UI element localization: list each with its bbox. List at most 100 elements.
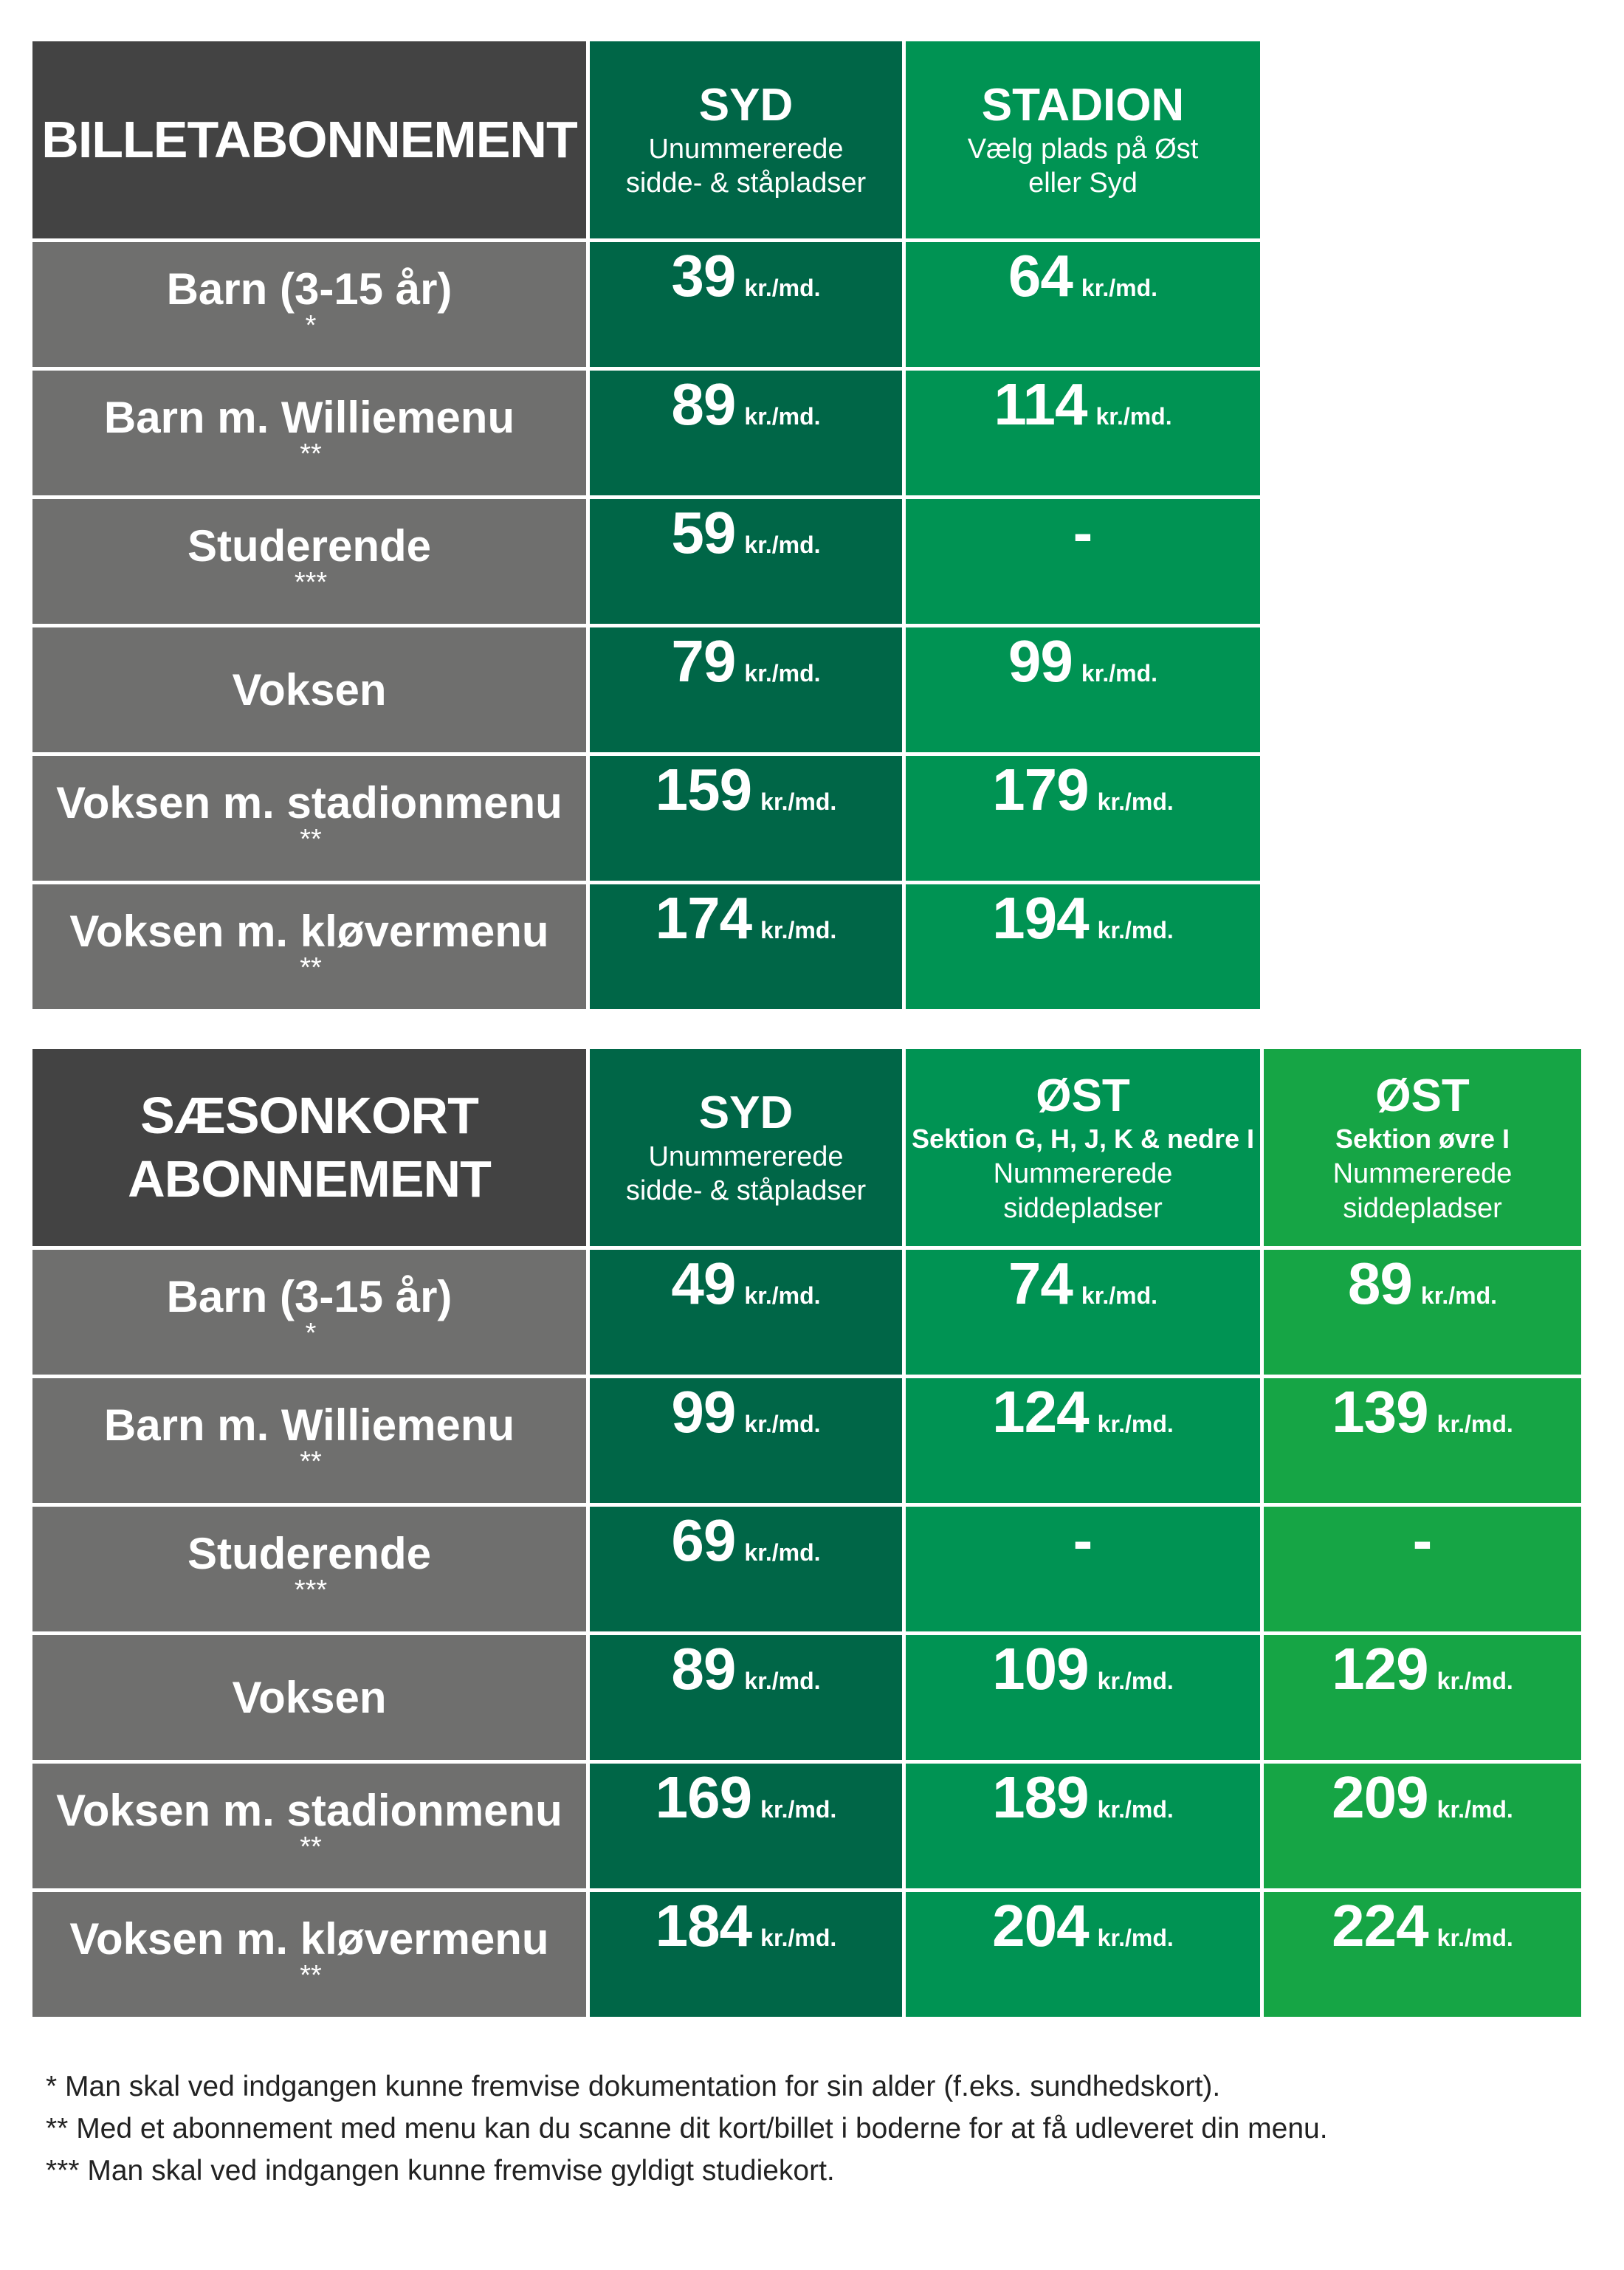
price-value: 99 [1008,628,1073,694]
row-label-cell: Voksen m. stadionmenu ** [32,1764,586,1888]
price-value: 139 [1332,1379,1428,1445]
price-cell: 139 kr./md. [1264,1378,1581,1503]
column-section: Sektion øvre I [1335,1124,1510,1155]
price-value: 114 [994,371,1087,437]
price-unit: kr./md. [1420,1282,1498,1309]
price-cell: 89 kr./md. [1264,1250,1581,1375]
row-label: Voksen m. kløvermenu [69,906,549,956]
footnote-mark: * [305,309,317,341]
row-label-cell: Barn m. Williemenu ** [32,371,586,495]
footnote-mark: * [305,1317,317,1349]
price-unit: kr./md. [1097,1925,1174,1951]
price-unit: kr./md. [760,917,837,943]
row-label: Voksen m. stadionmenu [56,777,562,828]
row-label: Barn (3-15 år) [166,1271,453,1321]
price-unavailable: - [1073,1507,1093,1573]
column-name: ØST [1036,1070,1130,1122]
price-unit: kr./md. [744,532,821,558]
price-cell: - [1264,1507,1581,1631]
row-label-cell: Voksen m. stadionmenu ** [32,756,586,881]
price-cell: 129 kr./md. [1264,1635,1581,1760]
footnote-student: *** Man skal ved indgangen kunne fremvis… [46,2155,835,2187]
price-value: 59 [671,500,736,565]
price-unit: kr./md. [1437,1668,1513,1694]
row-label: Voksen m. stadionmenu [56,1785,562,1835]
price-cell: 99 kr./md. [906,627,1260,752]
column-sub: Unummererede sidde- & ståpladser [625,1141,867,1207]
price-unavailable: - [1412,1507,1433,1573]
saeson-header-syd: SYD Unummererede sidde- & ståpladser [590,1049,902,1246]
price-cell: 169 kr./md. [590,1764,902,1888]
row-label: Studerende [187,1528,432,1578]
price-value: 69 [671,1507,736,1573]
price-value: 109 [992,1636,1089,1702]
price-cell: 69 kr./md. [590,1507,902,1631]
column-sub: Unummererede sidde- & ståpladser [625,133,867,199]
row-label-cell: Barn (3-15 år) * [32,242,586,367]
price-unit: kr./md. [1437,1925,1513,1951]
row-label-cell: Studerende *** [32,1507,586,1631]
price-unit: kr./md. [1437,1411,1513,1437]
price-unit: kr./md. [744,1411,821,1437]
price-value: 89 [1347,1251,1413,1316]
price-unit: kr./md. [1097,1796,1174,1823]
price-unit: kr./md. [744,660,821,687]
price-unit: kr./md. [744,1539,821,1566]
row-label-cell: Voksen m. kløvermenu ** [32,1892,586,2017]
row-label: Voksen m. kløvermenu [69,1913,549,1964]
column-sub: Vælg plads på Øst eller Syd [967,133,1199,199]
price-cell: 59 kr./md. [590,499,902,624]
column-name: STADION [981,80,1185,131]
price-unit: kr./md. [744,275,821,301]
price-unit: kr./md. [1081,1282,1158,1309]
price-unit: kr./md. [760,788,837,815]
price-cell: 204 kr./md. [906,1892,1260,2017]
price-value: 179 [992,757,1089,822]
price-unit: kr./md. [1097,788,1174,815]
billet-header-stadion: STADION Vælg plads på Øst eller Syd [906,41,1260,238]
price-cell: 99 kr./md. [590,1378,902,1503]
price-cell: 109 kr./md. [906,1635,1260,1760]
column-section: Sektion G, H, J, K & nedre I [911,1124,1255,1155]
footnote-mark: ** [300,1831,322,1863]
footnote-mark: ** [300,952,322,983]
price-value: 194 [992,885,1089,951]
footnote-mark: ** [300,1959,322,1991]
price-unit: kr./md. [744,403,821,430]
price-cell: 64 kr./md. [906,242,1260,367]
price-unit: kr./md. [1081,660,1158,687]
price-cell: - [906,1507,1260,1631]
price-unit: kr./md. [1097,917,1174,943]
price-cell: 159 kr./md. [590,756,902,881]
price-unit: kr./md. [1097,1668,1174,1694]
price-value: 224 [1332,1893,1428,1958]
billet-table: BILLETABONNEMENT SYD Unummererede sidde-… [32,41,1260,1009]
saeson-title-cell: SÆSONKORT ABONNEMENT [32,1049,586,1246]
price-cell: 89 kr./md. [590,371,902,495]
price-unit: kr./md. [1081,275,1158,301]
price-cell: 224 kr./md. [1264,1892,1581,2017]
price-cell: 209 kr./md. [1264,1764,1581,1888]
price-cell: 114 kr./md. [906,371,1260,495]
footnote-menu: ** Med et abonnement med menu kan du sca… [46,2113,1328,2145]
row-label: Barn (3-15 år) [166,264,453,314]
price-cell: 174 kr./md. [590,884,902,1009]
price-cell: 39 kr./md. [590,242,902,367]
footnote-age: * Man skal ved indgangen kunne fremvise … [46,2071,1221,2102]
column-name: SYD [698,80,794,131]
price-cell: 74 kr./md. [906,1250,1260,1375]
footnote-mark: ** [300,1445,322,1477]
price-unit: kr./md. [744,1668,821,1694]
column-sub: Nummererede siddepladser [1332,1158,1513,1224]
price-value: 169 [655,1764,752,1830]
row-label-cell: Barn (3-15 år) * [32,1250,586,1375]
price-value: 79 [671,628,736,694]
price-value: 184 [655,1893,752,1958]
row-label-cell: Voksen [32,627,586,752]
column-sub: Nummererede siddepladser [993,1158,1173,1224]
price-cell: 189 kr./md. [906,1764,1260,1888]
price-value: 209 [1332,1764,1428,1830]
price-unavailable: - [1073,500,1093,565]
row-label-cell: Voksen m. kløvermenu ** [32,884,586,1009]
price-value: 89 [671,371,736,437]
